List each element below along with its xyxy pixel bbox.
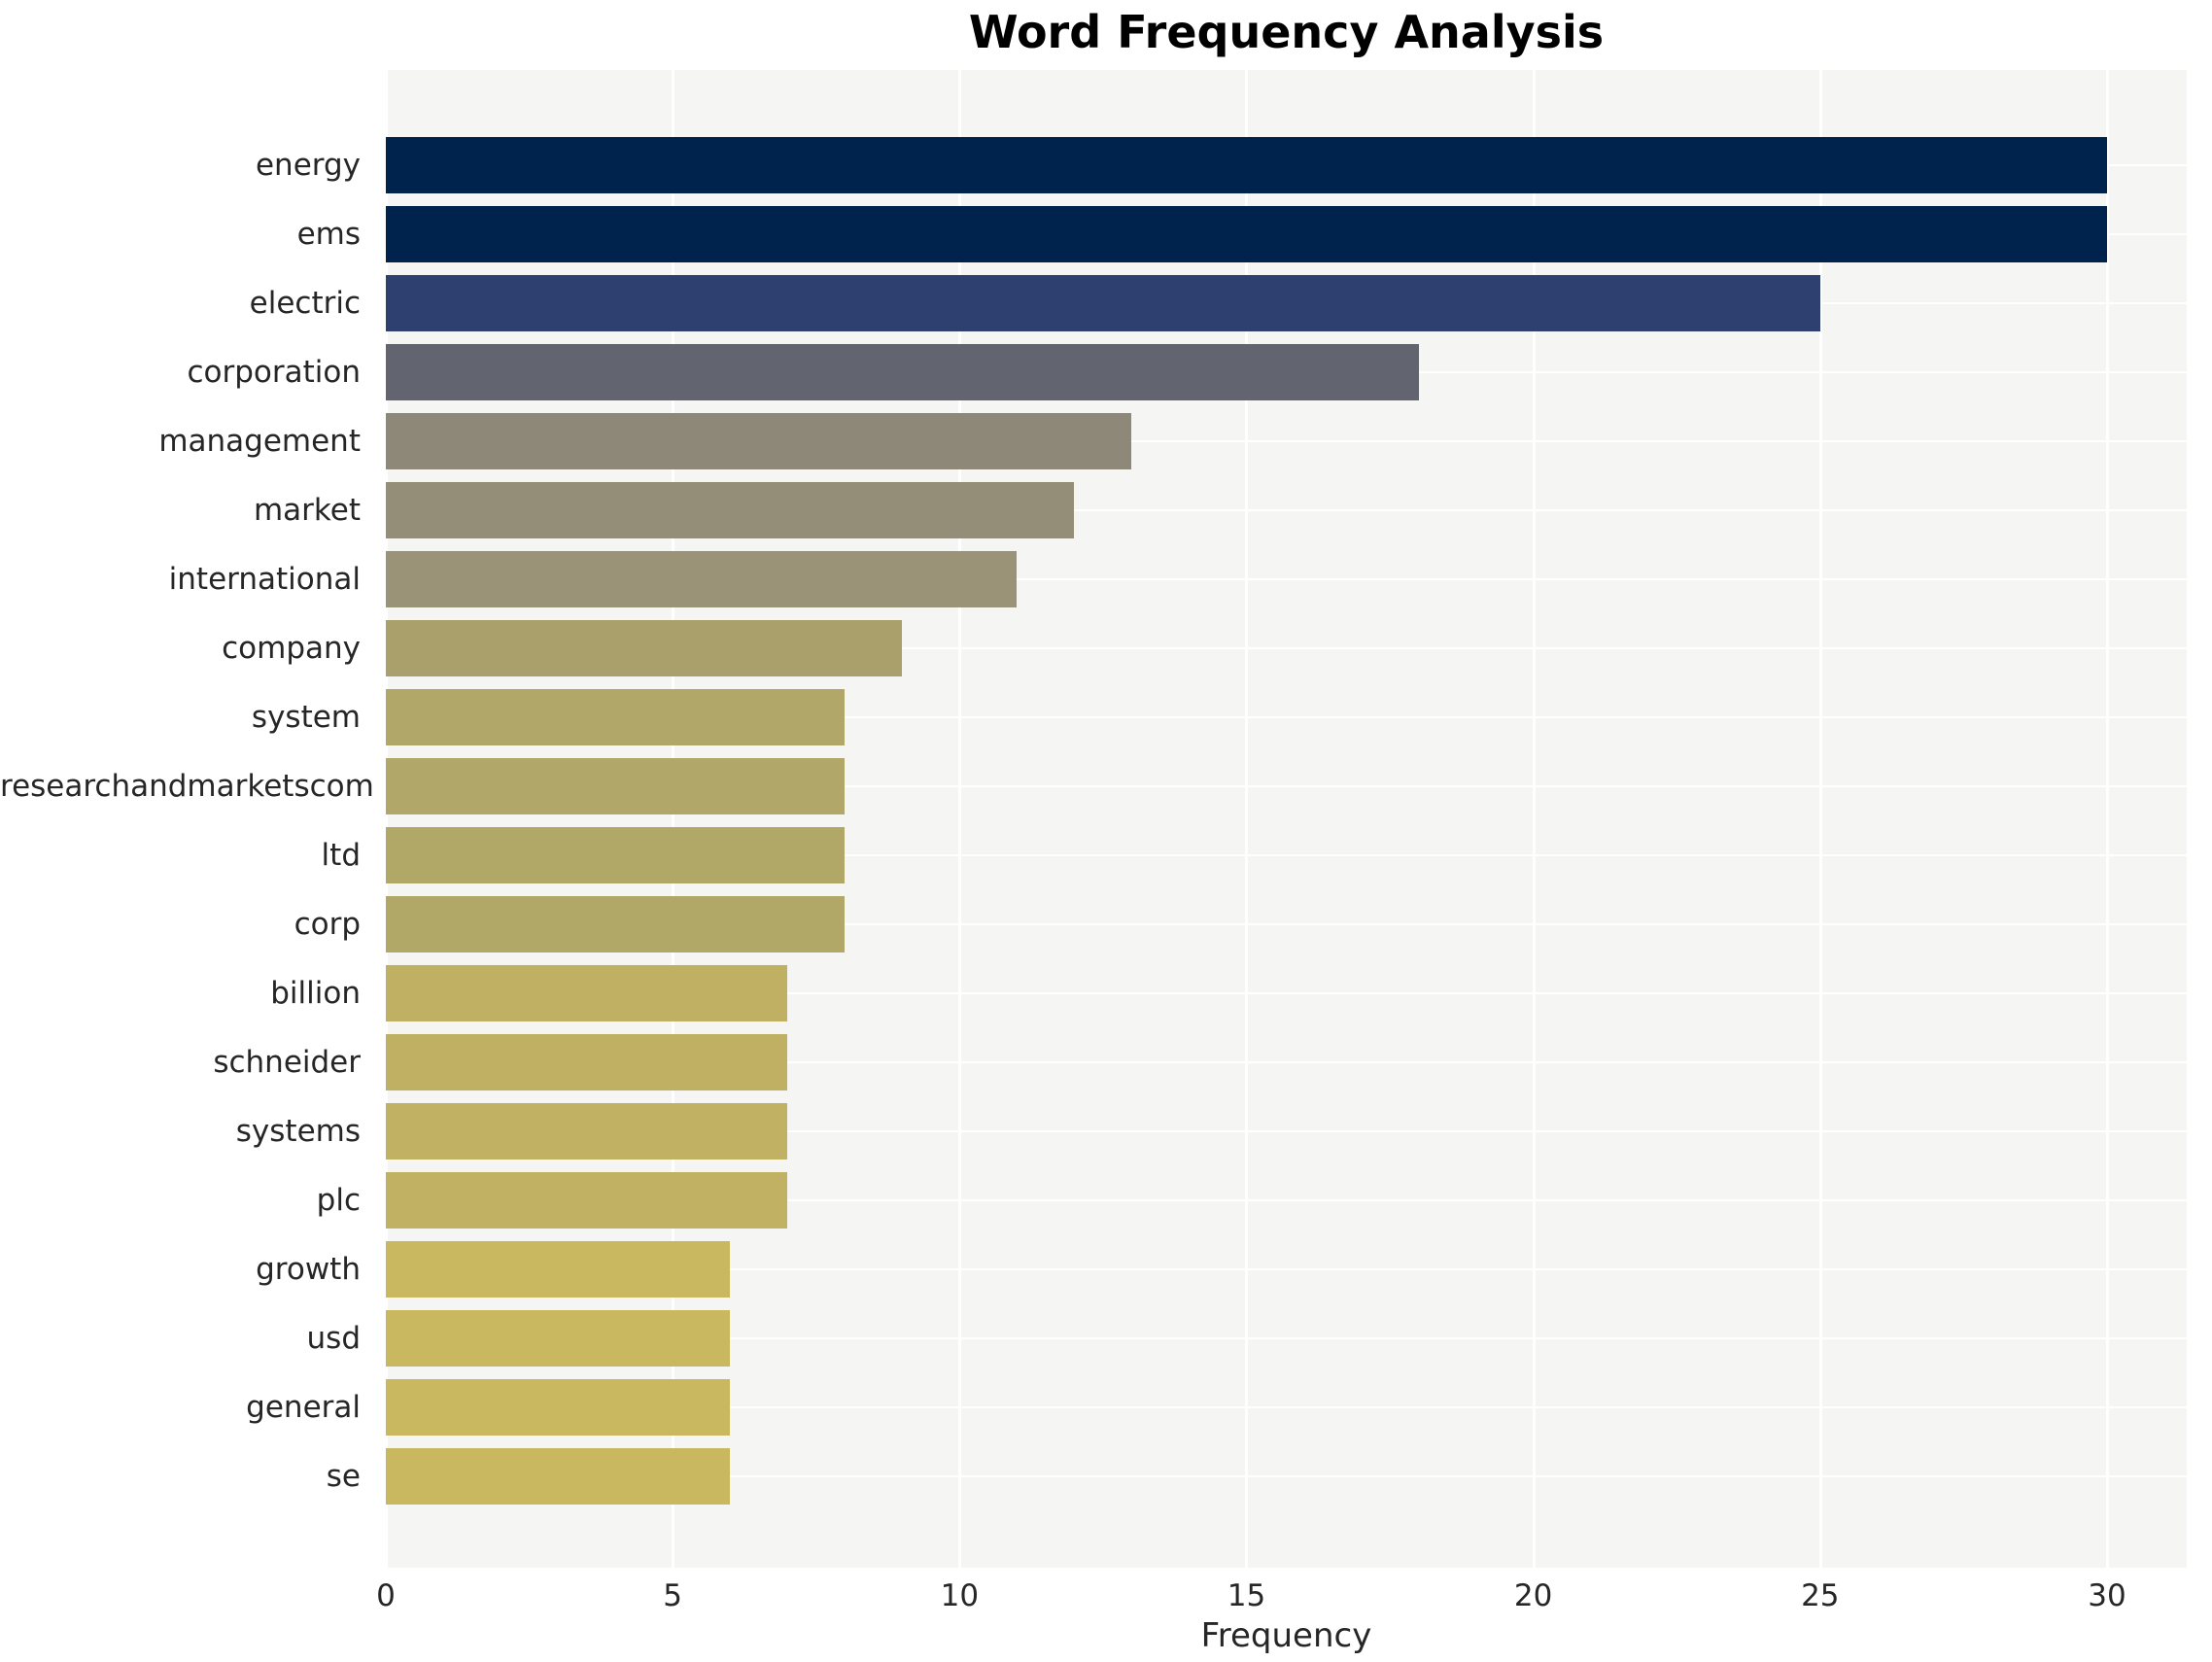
x-tick-label: 5: [663, 1578, 683, 1613]
horizontal-gridline: [386, 1337, 2187, 1339]
vertical-gridline: [1818, 70, 1822, 1568]
horizontal-gridline: [386, 509, 2187, 511]
y-tick-label: schneider: [213, 1045, 361, 1080]
horizontal-gridline: [386, 1130, 2187, 1132]
plot-area: [385, 70, 2187, 1568]
bar-se: [386, 1448, 731, 1505]
vertical-gridline: [1532, 70, 1536, 1568]
bar-billion: [386, 965, 788, 1021]
horizontal-gridline: [386, 992, 2187, 994]
bar-usd: [386, 1310, 731, 1367]
y-tick-label: market: [253, 493, 361, 528]
y-tick-label: international: [168, 562, 361, 597]
x-tick-label: 15: [1227, 1578, 1266, 1613]
bar-schneider: [386, 1034, 788, 1091]
y-tick-label: systems: [235, 1114, 361, 1149]
y-tick-label: general: [246, 1390, 361, 1425]
horizontal-gridline: [386, 1268, 2187, 1270]
y-tick-label: plc: [316, 1183, 361, 1218]
x-tick-label: 30: [2088, 1578, 2126, 1613]
bar-corporation: [386, 344, 1419, 400]
y-tick-label: management: [158, 424, 361, 459]
bar-energy: [386, 137, 2107, 193]
bar-ems: [386, 206, 2107, 262]
bar-corp: [386, 896, 846, 952]
y-tick-label: researchandmarketscom: [0, 769, 374, 804]
bar-general: [386, 1379, 731, 1436]
bar-system: [386, 689, 846, 745]
y-tick-label: company: [222, 631, 361, 666]
vertical-gridline: [1245, 70, 1249, 1568]
y-tick-label: corporation: [187, 355, 361, 390]
horizontal-gridline: [386, 1406, 2187, 1408]
x-tick-label: 25: [1801, 1578, 1840, 1613]
y-tick-label: ems: [296, 217, 361, 252]
horizontal-gridline: [386, 1475, 2187, 1477]
bar-electric: [386, 275, 1820, 331]
y-tick-label: billion: [270, 976, 361, 1011]
bar-market: [386, 482, 1075, 538]
y-tick-label: system: [251, 700, 361, 735]
horizontal-gridline: [386, 854, 2187, 856]
horizontal-gridline: [386, 440, 2187, 442]
horizontal-gridline: [386, 716, 2187, 718]
bar-systems: [386, 1103, 788, 1160]
bar-plc: [386, 1172, 788, 1229]
y-tick-label: growth: [256, 1252, 361, 1287]
bar-growth: [386, 1241, 731, 1298]
x-tick-label: 20: [1513, 1578, 1553, 1613]
horizontal-gridline: [386, 923, 2187, 925]
bar-management: [386, 413, 1132, 469]
bar-researchandmarketscom: [386, 758, 846, 814]
x-axis-title: Frequency: [1200, 1616, 1372, 1655]
x-tick-label: 10: [940, 1578, 980, 1613]
y-tick-label: usd: [306, 1321, 361, 1356]
horizontal-gridline: [386, 1199, 2187, 1201]
chart-title: Word Frequency Analysis: [968, 6, 1605, 58]
horizontal-gridline: [386, 578, 2187, 580]
x-tick-label: 0: [376, 1578, 396, 1613]
vertical-gridline: [672, 70, 675, 1568]
horizontal-gridline: [386, 647, 2187, 649]
y-tick-label: corp: [294, 907, 361, 942]
y-tick-label: electric: [249, 286, 361, 321]
y-tick-label: ltd: [321, 838, 361, 873]
horizontal-gridline: [386, 1061, 2187, 1063]
bar-ltd: [386, 827, 846, 883]
bar-company: [386, 620, 903, 676]
bar-international: [386, 551, 1018, 607]
y-tick-label: energy: [255, 148, 361, 183]
vertical-gridline: [385, 70, 388, 1568]
horizontal-gridline: [386, 785, 2187, 787]
vertical-gridline: [958, 70, 962, 1568]
y-tick-label: se: [326, 1459, 361, 1494]
vertical-gridline: [2105, 70, 2109, 1568]
